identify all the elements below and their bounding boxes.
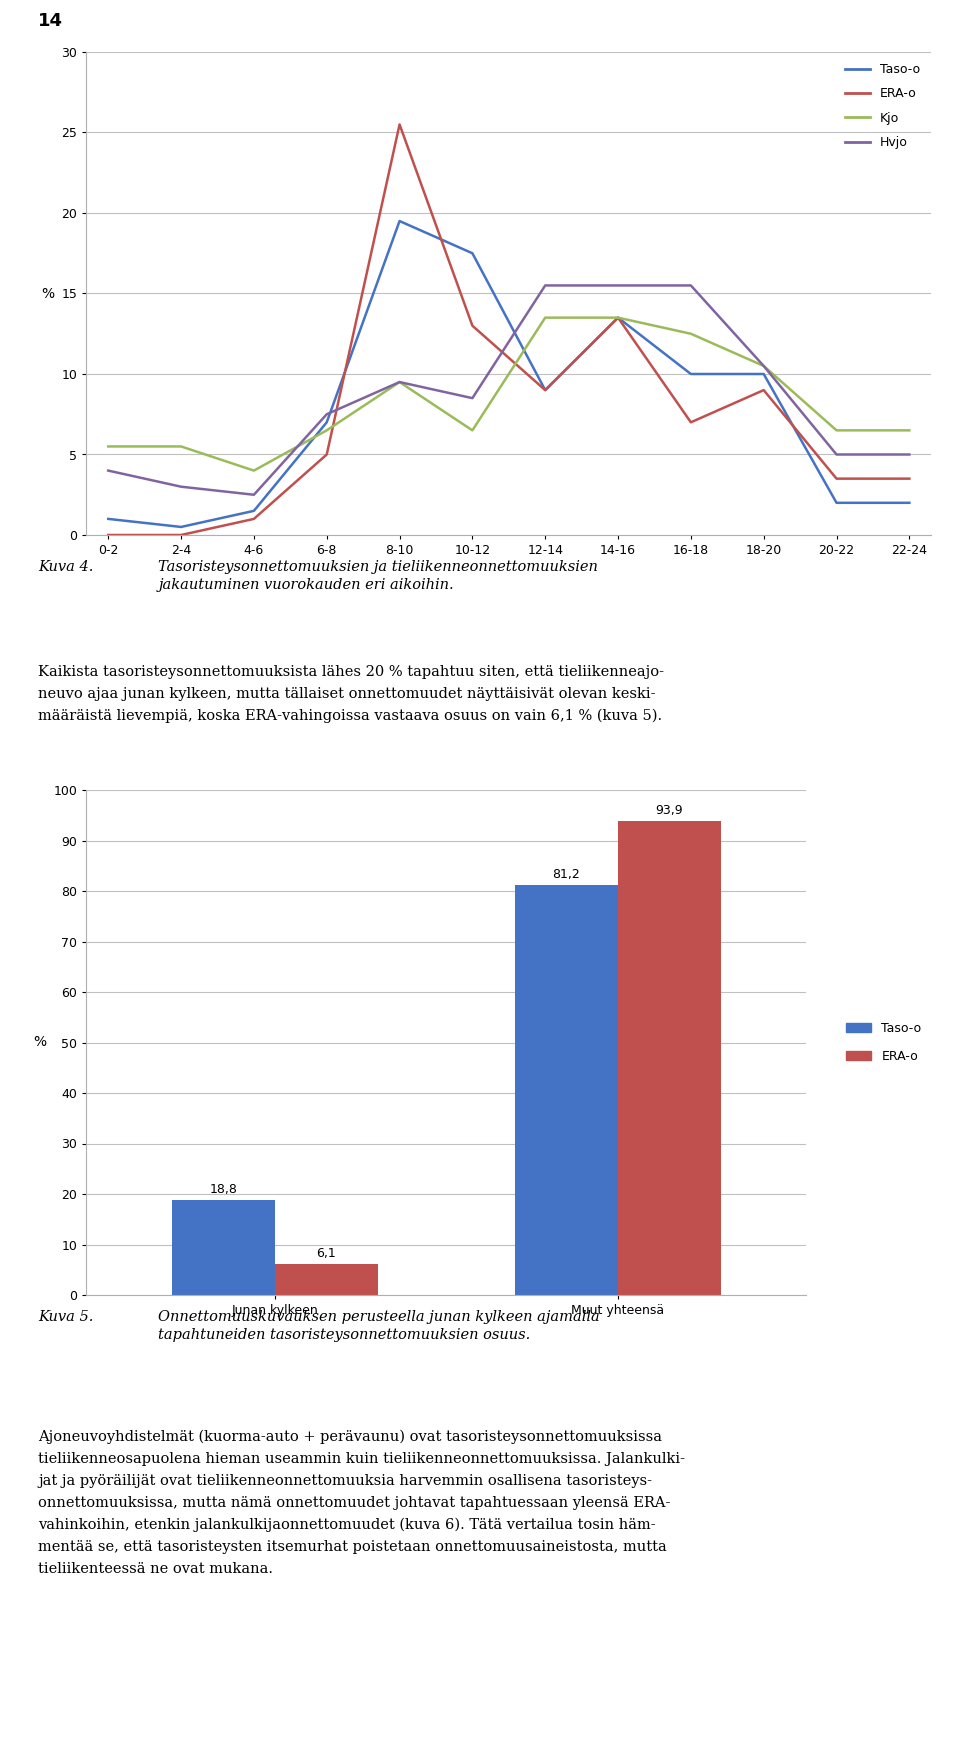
Text: 93,9: 93,9 [656, 804, 684, 817]
Taso-o [248, 500, 259, 521]
Kjo [612, 306, 624, 327]
Hvjo [540, 275, 551, 296]
ERA-o [685, 413, 697, 434]
Text: määräistä lievempiä, koska ERA-vahingoissa vastaava osuus on vain 6,1 % (kuva 5): määräistä lievempiä, koska ERA-vahingois… [38, 709, 662, 724]
Text: Ajoneuvoyhdistelmät (kuorma-auto + perävaunu) ovat tasoristeysonnettomuuksissa: Ajoneuvoyhdistelmät (kuorma-auto + peräv… [38, 1429, 662, 1445]
Y-axis label: %: % [33, 1036, 46, 1050]
Taso-o [176, 517, 187, 538]
Hvjo [685, 275, 697, 296]
Kjo [758, 355, 770, 376]
ERA-o [612, 306, 624, 327]
Taso-o [758, 364, 770, 385]
Text: tieliikenteessä ne ovat mukana.: tieliikenteessä ne ovat mukana. [38, 1562, 274, 1576]
Text: onnettomuuksissa, mutta nämä onnettomuudet johtavat tapahtuessaan yleensä ERA-: onnettomuuksissa, mutta nämä onnettomuud… [38, 1496, 671, 1509]
Hvjo [758, 355, 770, 376]
Taso-o [321, 413, 332, 434]
Line: Kjo: Kjo [108, 317, 909, 470]
Kjo [540, 306, 551, 327]
Kjo [903, 420, 915, 440]
ERA-o [758, 380, 770, 400]
Kjo [830, 420, 842, 440]
Text: Kaikista tasoristeysonnettomuuksista lähes 20 % tapahtuu siten, että tieliikenne: Kaikista tasoristeysonnettomuuksista läh… [38, 665, 664, 679]
Text: Kuva 5.: Kuva 5. [38, 1309, 94, 1323]
ERA-o [248, 508, 259, 529]
ERA-o [321, 444, 332, 465]
Line: Hvjo: Hvjo [108, 286, 909, 494]
Kjo [467, 420, 478, 440]
ERA-o [103, 524, 114, 545]
Line: ERA-o: ERA-o [108, 124, 909, 534]
Hvjo [176, 477, 187, 498]
Taso-o [394, 211, 405, 232]
Taso-o [830, 493, 842, 514]
ERA-o [830, 468, 842, 489]
Hvjo [903, 444, 915, 465]
Bar [275, 1264, 378, 1295]
Text: 81,2: 81,2 [553, 869, 580, 881]
Taso-o [903, 493, 915, 514]
Text: 6,1: 6,1 [317, 1247, 336, 1260]
ERA-o [467, 315, 478, 336]
Text: Onnettomuuskuvauksen perusteella junan kylkeen ajamalla
tapahtuneiden tasoristey: Onnettomuuskuvauksen perusteella junan k… [158, 1309, 600, 1342]
Text: Kuva 4.: Kuva 4. [38, 561, 94, 575]
ERA-o [176, 524, 187, 545]
Kjo [394, 371, 405, 392]
ERA-o [903, 468, 915, 489]
Text: 14: 14 [38, 12, 63, 30]
Hvjo [103, 460, 114, 481]
Hvjo [321, 404, 332, 425]
Kjo [248, 460, 259, 481]
Legend: Taso-o, ERA-o, Kjo, Hvjo: Taso-o, ERA-o, Kjo, Hvjo [840, 57, 924, 153]
Text: Tasoristeysonnettomuuksien ja tieliikenneonnettomuuksien
jakautuminen vuorokaude: Tasoristeysonnettomuuksien ja tieliikenn… [158, 561, 598, 592]
Kjo [176, 435, 187, 456]
ERA-o [540, 380, 551, 400]
Bar [172, 1200, 275, 1295]
Text: vahinkoihin, etenkin jalankulkijaonnettomuudet (kuva 6). Tätä vertailua tosin hä: vahinkoihin, etenkin jalankulkijaonnetto… [38, 1518, 656, 1532]
Text: 18,8: 18,8 [209, 1184, 237, 1196]
Bar [515, 884, 618, 1295]
Text: neuvo ajaa junan kylkeen, mutta tällaiset onnettomuudet näyttäisivät olevan kesk: neuvo ajaa junan kylkeen, mutta tällaise… [38, 688, 656, 702]
Text: tieliikenneosapuolena hieman useammin kuin tieliikenneonnettomuuksissa. Jalankul: tieliikenneosapuolena hieman useammin ku… [38, 1452, 685, 1466]
Text: mentää se, että tasoristeysten itsemurhat poistetaan onnettomuusaineistosta, mut: mentää se, että tasoristeysten itsemurha… [38, 1541, 667, 1555]
Taso-o [103, 508, 114, 529]
Y-axis label: %: % [41, 287, 54, 301]
Hvjo [248, 484, 259, 505]
Hvjo [830, 444, 842, 465]
Legend: Taso-o, ERA-o: Taso-o, ERA-o [842, 1017, 926, 1067]
Bar [618, 820, 721, 1295]
Hvjo [467, 388, 478, 409]
Text: jat ja pyöräilijät ovat tieliikenneonnettomuuksia harvemmin osallisena tasoriste: jat ja pyöräilijät ovat tieliikenneonnet… [38, 1475, 653, 1489]
Taso-o [540, 380, 551, 400]
Taso-o [612, 306, 624, 327]
Taso-o [467, 242, 478, 263]
Kjo [685, 324, 697, 345]
Hvjo [612, 275, 624, 296]
Kjo [103, 435, 114, 456]
ERA-o [394, 113, 405, 134]
Hvjo [394, 371, 405, 392]
Taso-o [685, 364, 697, 385]
Line: Taso-o: Taso-o [108, 221, 909, 528]
Kjo [321, 420, 332, 440]
